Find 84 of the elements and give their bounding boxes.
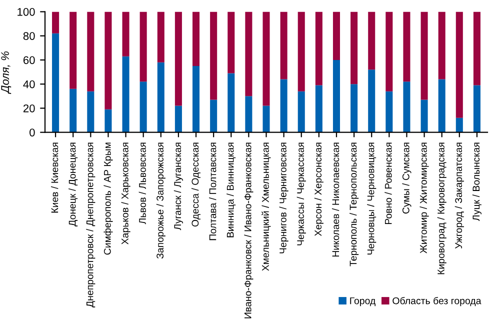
y-tick-label: 20 bbox=[23, 104, 35, 112]
bar bbox=[386, 12, 393, 92]
bar bbox=[298, 12, 305, 92]
x-tick-label: Донецк / Донецкая bbox=[68, 142, 78, 226]
x-tick-label: Днепропетровск / Днепропетровская bbox=[86, 142, 96, 308]
bar bbox=[122, 56, 130, 132]
bar bbox=[174, 12, 182, 106]
x-tick-label: Харьков / Харьковская bbox=[121, 142, 130, 244]
bar bbox=[403, 12, 410, 82]
x-tick-label: Ровно / Ровенская bbox=[384, 142, 392, 224]
bar bbox=[104, 12, 112, 110]
bar bbox=[280, 79, 288, 132]
x-tick-label: Винница / Винницкая bbox=[226, 142, 236, 238]
bar bbox=[298, 91, 305, 132]
bar bbox=[140, 82, 147, 132]
bar bbox=[192, 66, 200, 132]
x-tick-label: Житомир / Житомирская bbox=[420, 142, 429, 254]
bar bbox=[350, 84, 358, 132]
x-tick-label: Херсон / Херсонская bbox=[314, 142, 324, 236]
bar bbox=[122, 12, 130, 56]
x-tick-label: Киев / Киевская bbox=[51, 142, 58, 213]
bar bbox=[332, 60, 340, 132]
bar bbox=[456, 12, 463, 118]
bar bbox=[368, 12, 376, 70]
bar bbox=[228, 73, 235, 132]
bar bbox=[386, 91, 393, 132]
x-tick-label: Ужгород / Закарпатская bbox=[454, 142, 464, 249]
bar bbox=[420, 100, 428, 132]
x-tick-label: Сумы / Сумская bbox=[402, 142, 412, 214]
bar bbox=[456, 118, 463, 132]
bar bbox=[420, 12, 428, 100]
x-tick-label: Одесса / Одесская bbox=[191, 142, 200, 227]
bar bbox=[52, 12, 60, 34]
y-axis-title: Доля, % bbox=[1, 51, 12, 94]
bar bbox=[438, 79, 446, 132]
bar bbox=[245, 12, 252, 96]
bar bbox=[315, 85, 322, 132]
x-tick-label: Черновцы / Черновицкая bbox=[367, 142, 376, 255]
y-tick-label: 40 bbox=[23, 80, 35, 88]
bar bbox=[52, 33, 60, 132]
y-tick-label: 60 bbox=[23, 56, 35, 64]
bar bbox=[192, 12, 200, 66]
legend-label: Город bbox=[350, 297, 376, 306]
bar bbox=[315, 12, 322, 86]
bar bbox=[438, 12, 446, 80]
bar bbox=[473, 12, 480, 86]
bar bbox=[70, 88, 77, 132]
bar bbox=[104, 109, 112, 132]
bar bbox=[332, 12, 340, 60]
x-tick-label: Тернополь / Тернопольская bbox=[350, 142, 359, 266]
bar bbox=[262, 12, 270, 106]
bar bbox=[245, 96, 252, 132]
bar bbox=[157, 62, 164, 132]
x-tick-label: Полтава / Полтавская bbox=[209, 142, 216, 240]
y-tick-label: 80 bbox=[23, 32, 35, 40]
bar bbox=[228, 12, 235, 74]
x-tick-label: Николаев / Николаевская bbox=[332, 142, 340, 257]
bar bbox=[350, 12, 358, 84]
x-tick-label: Хмельницкий / Хмельницкая bbox=[262, 142, 271, 271]
x-tick-label: Луганск / Луганская bbox=[174, 142, 183, 230]
bar bbox=[87, 12, 94, 92]
legend-label: Область без города bbox=[392, 297, 482, 306]
bar bbox=[174, 106, 182, 132]
bar bbox=[157, 12, 164, 62]
y-tick-label: 100 bbox=[18, 8, 35, 16]
bar bbox=[140, 12, 147, 82]
x-tick-label: Черкассы / Черкасская bbox=[296, 142, 306, 246]
x-tick-label: Чернигов / Черниговская bbox=[279, 142, 288, 254]
bar bbox=[280, 12, 288, 80]
x-tick-label: Ивано-Франковск / Ивано-Франковская bbox=[244, 142, 254, 318]
bar bbox=[473, 85, 480, 132]
y-tick-label: 0 bbox=[30, 128, 35, 136]
bar bbox=[70, 12, 77, 89]
bar bbox=[368, 70, 376, 132]
bar bbox=[262, 106, 270, 132]
bar bbox=[210, 100, 218, 132]
x-tick-label: Симферополь / АР Крым bbox=[104, 142, 113, 255]
bar bbox=[210, 12, 218, 100]
x-tick-label: Львов / Львовская bbox=[138, 142, 146, 224]
bar bbox=[87, 91, 94, 132]
x-tick-label: Кировоград / Кировоградская bbox=[437, 142, 446, 274]
x-tick-label: Луцк / Волынская bbox=[472, 142, 482, 221]
x-tick-label: Запорожье / Запорожская bbox=[156, 142, 166, 259]
bar bbox=[403, 82, 410, 132]
